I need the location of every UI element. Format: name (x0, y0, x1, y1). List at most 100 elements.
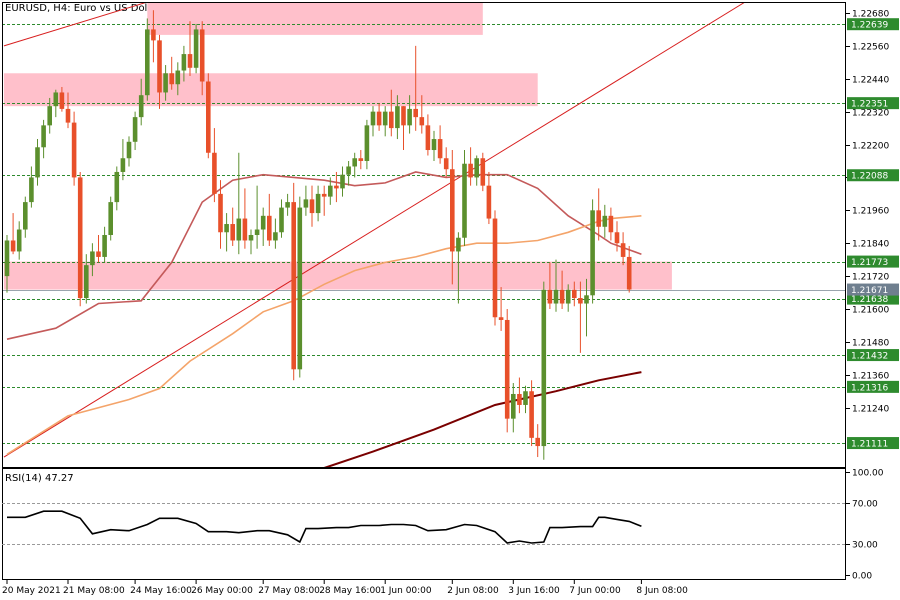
candle-body (29, 177, 34, 203)
rsi-pane-frame (2, 468, 846, 580)
candle-body (401, 106, 406, 126)
candle-body (126, 141, 132, 159)
candle-body (297, 207, 303, 370)
current-price-tag: 1.21671 (851, 286, 888, 296)
candle-body (157, 40, 162, 93)
candle-body (193, 29, 199, 68)
candle-body (212, 152, 217, 194)
candle-body (10, 240, 16, 252)
candle-body (138, 95, 144, 118)
x-tick-label: 28 May 16:00 (319, 586, 381, 596)
chart-title: EURUSD, H4: Euro vs US Dollar (5, 3, 161, 14)
rsi-y-tick-label: 100.00 (852, 469, 884, 479)
candle-body (53, 92, 59, 107)
candle-body (102, 235, 107, 257)
level-tag: 1.21638 (851, 295, 888, 305)
candle-body (486, 185, 492, 219)
y-tick-label: 1.21600 (852, 306, 889, 316)
candle-body (553, 289, 559, 304)
level-tag-bg (847, 380, 899, 393)
level-tag-bg (847, 255, 899, 268)
x-tick-label: 1 Jun 00:00 (380, 586, 432, 596)
y-tick-label: 1.21720 (852, 273, 889, 283)
candle-body (614, 232, 620, 244)
moving-average-line (6, 215, 642, 455)
rsi-title: RSI(14) 47.27 (5, 473, 74, 484)
candle-body (206, 81, 211, 153)
rsi-y-tick-label: 30.00 (852, 541, 878, 551)
candle-body (16, 229, 22, 252)
candle-body (163, 73, 168, 93)
moving-average-line (6, 171, 642, 340)
level-tag-bg (847, 292, 899, 305)
candle-body (303, 199, 309, 208)
candle-body (4, 240, 10, 277)
x-tick-label: 24 May 16:00 (130, 586, 192, 596)
main-pane-frame (2, 2, 846, 468)
x-tick-label: 20 May 2021 (2, 586, 61, 596)
candle-body (407, 108, 412, 126)
candle-body (565, 289, 571, 304)
candle-body (230, 224, 235, 241)
x-tick-label: 7 Jun 00:00 (569, 586, 621, 596)
candle-body (419, 117, 425, 126)
level-tag-bg (847, 97, 899, 110)
candle-body (59, 92, 65, 109)
candle-body (547, 289, 553, 304)
candle-body (541, 289, 547, 447)
candle-body (364, 125, 370, 161)
candle-body (578, 298, 583, 304)
candle-body (370, 111, 376, 126)
level-tag: 1.22351 (851, 100, 888, 110)
candle-body (602, 215, 608, 227)
candle-body (71, 122, 77, 178)
candle-body (175, 70, 181, 85)
candle-body (352, 158, 357, 167)
candle-body (151, 29, 156, 41)
candle-body (199, 29, 205, 82)
candle-body (395, 106, 400, 129)
x-tick-label: 8 Jun 08:00 (636, 586, 688, 596)
x-tick-label: 21 May 08:00 (63, 586, 125, 596)
candle-body (346, 166, 351, 175)
candle-body (279, 207, 284, 233)
moving-average-line (323, 371, 642, 468)
y-tick-label: 1.22320 (852, 109, 889, 119)
y-tick-label: 1.21840 (852, 240, 889, 250)
candle-body (443, 158, 449, 170)
candle-body (572, 289, 577, 299)
candle-body (456, 237, 461, 252)
y-tick-label: 1.21960 (852, 207, 889, 217)
candle-body (236, 218, 242, 241)
rsi-y-tick-label: 70.00 (852, 500, 878, 510)
candle-body (47, 106, 52, 126)
candle-body (328, 185, 333, 197)
trendline (3, 2, 148, 47)
x-tick-label: 27 May 08:00 (258, 586, 320, 596)
resistance-zone (3, 73, 538, 107)
candle-body (376, 111, 382, 126)
candle-body (626, 256, 632, 290)
candle-body (291, 202, 296, 370)
y-tick-label: 1.22440 (852, 76, 889, 86)
candle-body (334, 185, 339, 189)
candle-body (450, 169, 455, 252)
x-tick-label: 2 Jun 08:00 (447, 586, 499, 596)
candle-body (65, 108, 71, 123)
level-tag: 1.21111 (851, 440, 888, 450)
y-tick-label: 1.22560 (852, 43, 889, 53)
candle-body (498, 317, 504, 320)
candle-body (248, 235, 254, 241)
candle-body (584, 295, 589, 304)
candle-body (608, 215, 614, 233)
candle-body (273, 232, 278, 241)
candle-body (224, 224, 229, 233)
candle-body (431, 139, 437, 151)
candle-body (181, 54, 187, 71)
candle-body (132, 117, 138, 142)
candle-body (96, 251, 101, 257)
candle-body (41, 125, 46, 148)
candle-body (90, 251, 95, 266)
candle-body (590, 210, 595, 296)
